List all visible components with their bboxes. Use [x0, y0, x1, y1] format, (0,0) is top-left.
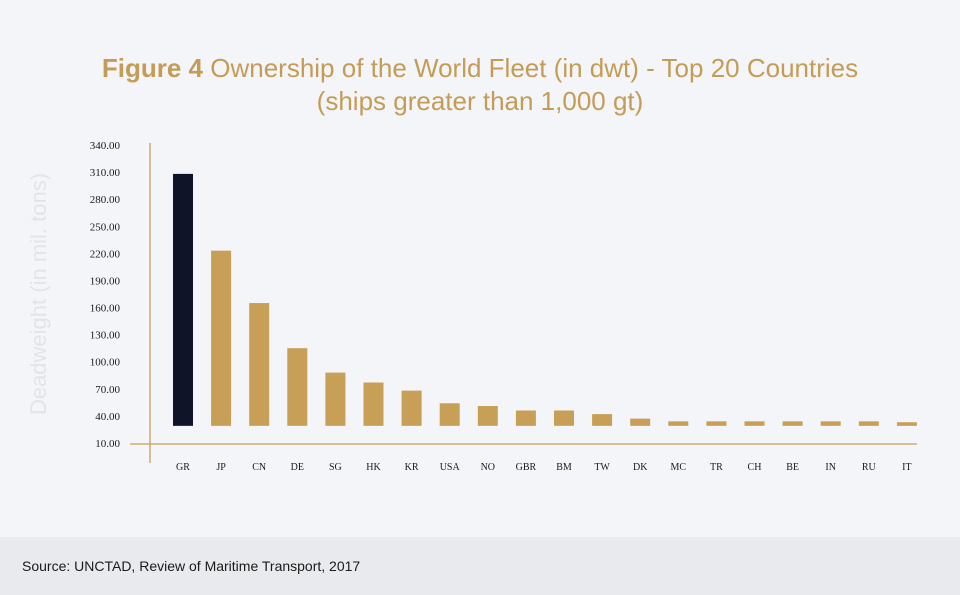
- bar-gr: [173, 173, 193, 426]
- y-axis-label: Deadweight (in mil. tons): [26, 173, 51, 415]
- chart-title-text: Ownership of the World Fleet (in dwt) - …: [210, 53, 859, 83]
- x-tick-label: GBR: [516, 462, 537, 473]
- y-tick-label: 250.00: [90, 221, 121, 233]
- bars: [173, 173, 917, 426]
- y-tick-label: 130.00: [90, 330, 121, 342]
- x-tick-label: CH: [748, 462, 762, 473]
- bar-de: [287, 348, 308, 426]
- y-tick-label: 220.00: [90, 248, 121, 260]
- x-tick-label: TW: [594, 462, 610, 473]
- x-tick-label: CN: [252, 462, 266, 473]
- y-tick-label: 340.00: [90, 140, 121, 152]
- chart-axes: [130, 143, 917, 463]
- bar-gbr: [515, 410, 536, 426]
- x-tick-label: DK: [633, 462, 648, 473]
- y-tick-label: 70.00: [95, 384, 120, 396]
- footer: Source: UNCTAD, Review of Maritime Trans…: [0, 537, 960, 595]
- x-tick-label: BE: [786, 462, 799, 473]
- x-tick-label: JP: [216, 462, 226, 473]
- bar-it: [896, 422, 917, 426]
- bar-hk: [363, 382, 384, 426]
- x-tick-label: USA: [440, 462, 461, 473]
- bar-dk: [630, 418, 651, 426]
- y-tick-label: 160.00: [90, 303, 121, 315]
- bar-no: [477, 405, 498, 426]
- y-tick-label: 100.00: [90, 357, 121, 369]
- bar-tw: [592, 414, 613, 426]
- source-note: Source: UNCTAD, Review of Maritime Trans…: [22, 558, 361, 574]
- x-tick-label: TR: [710, 462, 723, 473]
- bar-chart: 340.00 310.00 280.00 250.00 220.00 190.00 160.…: [26, 140, 917, 473]
- bar-in: [820, 421, 841, 426]
- bar-usa: [439, 403, 460, 426]
- y-tick-label: 280.00: [90, 194, 121, 206]
- y-tick-label: 190.00: [90, 275, 121, 287]
- bar-sg: [325, 372, 346, 426]
- bar-tr: [706, 421, 727, 426]
- x-tick-label: IT: [902, 462, 911, 473]
- y-tick-label: 10.00: [95, 438, 120, 450]
- y-tick-label: 40.00: [95, 411, 120, 423]
- bar-jp: [211, 250, 232, 426]
- y-tick-labels: 340.00 310.00 280.00 250.00 220.00 190.00 160.…: [90, 140, 121, 450]
- y-tick-label: 310.00: [90, 167, 121, 179]
- bar-cn: [249, 303, 270, 426]
- bar-be: [782, 421, 803, 426]
- bar-ru: [858, 421, 879, 426]
- x-tick-labels: GR JP CN DE SG HK KR USA NO GBR BM TW DK MC TR CH BE IN RU…: [176, 462, 912, 473]
- figure-number: Figure 4: [101, 53, 203, 83]
- x-tick-label: IN: [825, 462, 836, 473]
- bar-ch: [744, 421, 765, 426]
- chart-subtitle: (ships greater than 1,000 gt): [316, 86, 644, 116]
- x-tick-label: HK: [366, 462, 381, 473]
- x-tick-label: RU: [862, 462, 877, 473]
- x-tick-label: BM: [556, 462, 572, 473]
- x-tick-label: NO: [481, 462, 495, 473]
- x-tick-label: MC: [671, 462, 687, 473]
- x-tick-label: SG: [329, 462, 342, 473]
- chart-title: Figure 4 Ownership of the World Fleet (i…: [0, 52, 960, 118]
- bar-mc: [668, 421, 689, 426]
- x-tick-label: KR: [405, 462, 419, 473]
- bar-kr: [401, 390, 422, 426]
- x-tick-label: DE: [291, 462, 304, 473]
- x-tick-label: GR: [176, 462, 190, 473]
- bar-bm: [554, 410, 574, 426]
